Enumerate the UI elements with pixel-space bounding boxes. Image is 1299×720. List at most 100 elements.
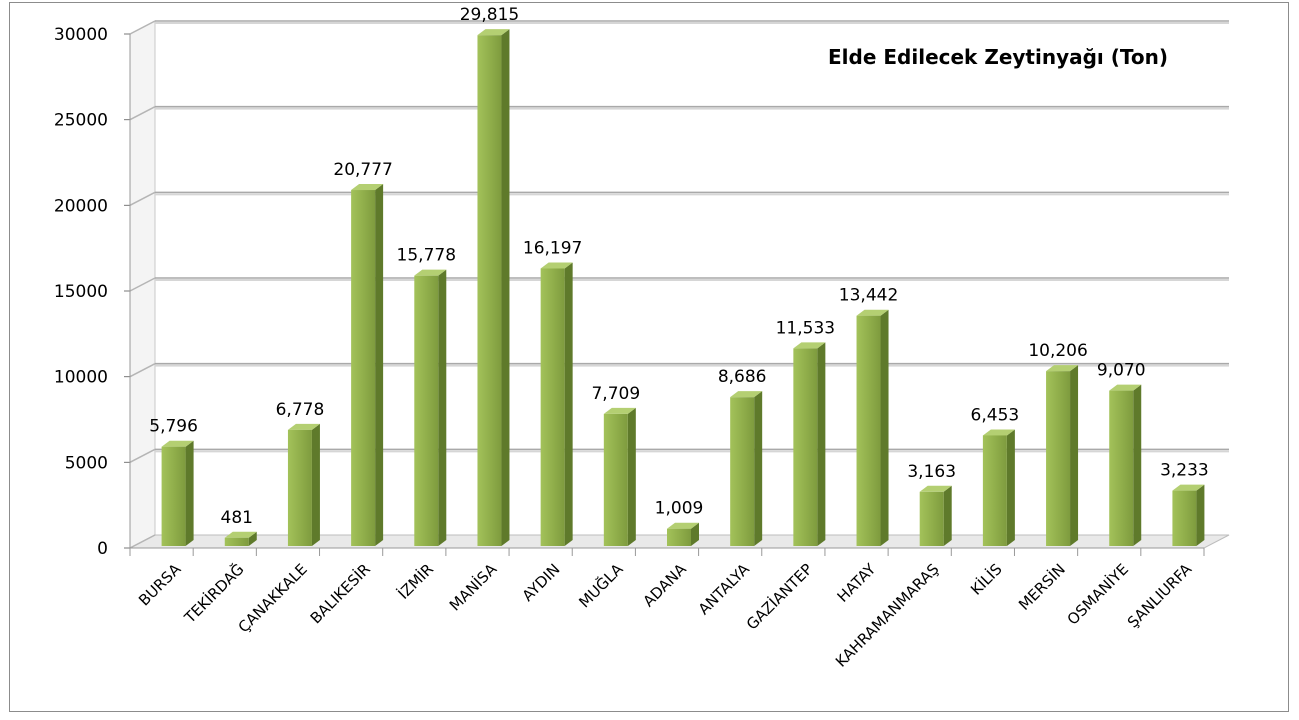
bar-front <box>982 435 1007 546</box>
bar-front <box>667 528 691 546</box>
bar-top <box>161 440 194 447</box>
bar-front <box>856 315 881 546</box>
bar-front <box>414 275 439 546</box>
gridline-diag <box>129 448 156 463</box>
x-tick-label: AYDIN <box>519 560 564 605</box>
x-tick-label: İZMİR <box>394 559 437 602</box>
x-tick-label: KAHRAMANMARAŞ <box>832 560 943 671</box>
bar-side <box>943 485 952 546</box>
bar-top <box>477 29 510 36</box>
data-label: 3,163 <box>907 462 956 482</box>
gridline-diag <box>129 534 156 549</box>
x-tick-label: TEKİRDAĞ <box>180 559 248 627</box>
x-tick-label: ŞANLIURFA <box>1124 560 1196 632</box>
x-tick-label: MANİSA <box>445 559 501 615</box>
bar <box>793 342 826 546</box>
x-tick-label: MUĞLA <box>575 559 627 611</box>
bar-top <box>1109 384 1142 391</box>
chart-frame <box>9 2 1289 712</box>
bar-front <box>1046 371 1071 546</box>
bar-side <box>311 423 320 546</box>
bar-top <box>414 269 447 276</box>
data-label: 481 <box>221 508 253 528</box>
bar <box>351 184 384 546</box>
bar-front <box>287 429 312 546</box>
bar-front <box>1172 490 1197 546</box>
bar-side <box>375 184 384 546</box>
data-label: 10,206 <box>1028 341 1087 361</box>
y-tick-label: 10000 <box>54 368 108 388</box>
bar <box>1046 365 1079 546</box>
data-label: 11,533 <box>776 318 835 338</box>
x-tick-label: KİLİS <box>966 559 1005 598</box>
x-tick-label: GAZİANTEP <box>742 559 816 633</box>
bar-side <box>1070 365 1079 546</box>
bar-front <box>1109 390 1134 546</box>
bar <box>603 407 636 546</box>
bar <box>477 29 510 546</box>
data-label: 13,442 <box>839 286 898 306</box>
bar <box>919 485 952 546</box>
bar-front <box>224 537 249 546</box>
bar <box>730 391 763 546</box>
bar-top <box>287 423 320 430</box>
bar <box>287 423 320 546</box>
x-tick-label: MERSİN <box>1014 559 1068 613</box>
bar-front <box>351 190 376 546</box>
data-label: 20,777 <box>333 160 392 180</box>
x-tick-label: HATAY <box>834 560 880 606</box>
bar <box>224 531 257 546</box>
bar-top <box>982 429 1015 436</box>
data-label: 1,009 <box>655 499 704 519</box>
data-label: 9,070 <box>1097 361 1146 381</box>
data-label: 6,453 <box>971 405 1020 425</box>
bar-side <box>880 309 889 546</box>
bar <box>1109 384 1142 546</box>
bar-side <box>248 531 257 546</box>
bar <box>540 262 573 546</box>
y-tick-label: 0 <box>97 539 108 559</box>
y-tick-label: 5000 <box>65 453 108 473</box>
x-tick-label: BURSA <box>135 560 185 610</box>
bar-side <box>1006 429 1015 546</box>
bar-top <box>667 522 699 529</box>
bar-front <box>477 35 502 546</box>
bar-side <box>438 269 447 546</box>
bar-top <box>919 485 952 492</box>
bar-side <box>817 342 826 546</box>
bar-front <box>793 348 818 546</box>
x-tick-label: OSMANİYE <box>1063 559 1132 628</box>
bar-top <box>856 309 889 316</box>
bars <box>161 29 1205 546</box>
data-label: 8,686 <box>718 367 767 387</box>
bar-side <box>627 407 636 546</box>
y-tick-label: 20000 <box>54 196 108 216</box>
bar-top <box>224 531 257 538</box>
bar <box>667 522 699 546</box>
gridline-diag <box>129 20 156 35</box>
data-label: 16,197 <box>523 238 582 258</box>
bar <box>161 440 194 546</box>
bar-top <box>351 184 384 191</box>
data-label: 5,796 <box>149 417 198 437</box>
y-axis-ticks: 0 5000 10000 15000 20000 25000 30000 <box>54 25 1204 559</box>
x-tick-label: ADANA <box>639 560 690 611</box>
bar-side <box>185 440 194 546</box>
bar-side <box>691 522 699 546</box>
data-label: 29,815 <box>460 5 519 25</box>
bar <box>856 309 889 546</box>
bar-side <box>564 262 573 546</box>
bar <box>1172 484 1205 546</box>
data-label: 6,778 <box>276 400 325 420</box>
bar-front <box>730 397 755 546</box>
chart-title: Elde Edilecek Zeytinyağı (Ton) <box>828 45 1168 69</box>
bar <box>982 429 1015 546</box>
bar-front <box>919 491 944 546</box>
bar <box>414 269 447 546</box>
gridline-diag <box>129 277 156 292</box>
bar-top <box>603 407 636 414</box>
bar-top <box>1046 365 1079 372</box>
data-label: 15,778 <box>397 246 456 266</box>
